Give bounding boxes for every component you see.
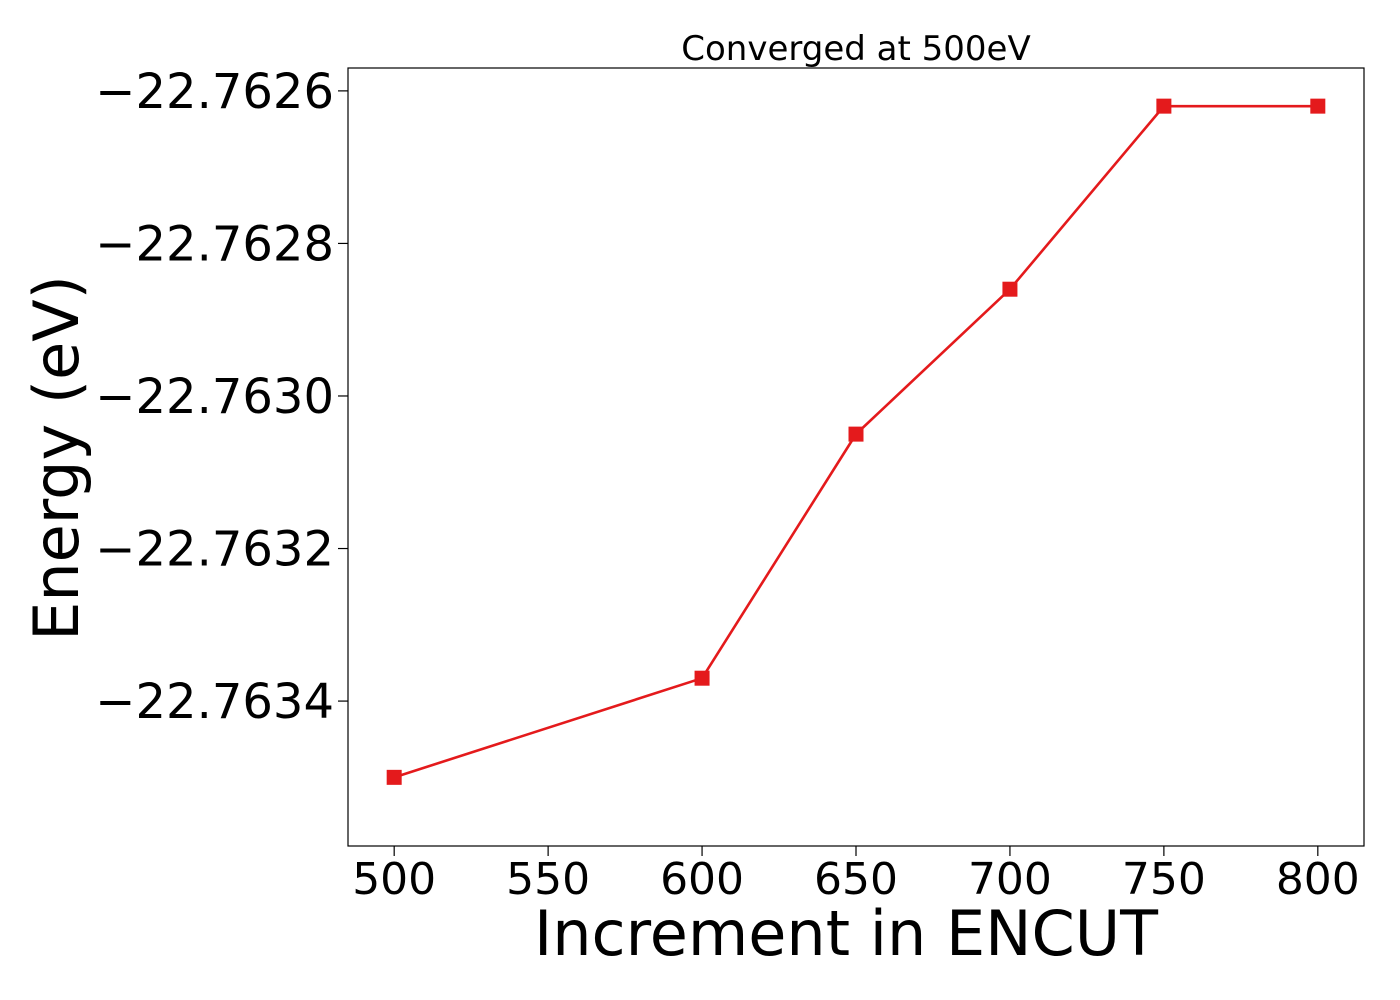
x-tick-label: 700 [968, 854, 1052, 905]
y-axis: −22.7634 −22.7632 −22.7630 −22.7628 −22.7626 [95, 64, 348, 730]
x-tick-label: 500 [352, 854, 436, 905]
x-tick-label: 650 [814, 854, 898, 905]
x-axis: 500 550 600 650 700 750 800 [352, 846, 1360, 905]
y-tick-label: −22.7628 [95, 216, 334, 272]
series-line [393, 104, 1318, 779]
y-tick-label: −22.7634 [95, 674, 334, 730]
x-tick-label: 550 [506, 854, 590, 905]
y-tick-label: −22.7626 [95, 64, 334, 120]
x-tick-label: 750 [1122, 854, 1206, 905]
data-point-marker [386, 769, 402, 785]
data-point-marker [694, 670, 710, 686]
data-point-marker [1310, 98, 1326, 114]
x-tick-label: 800 [1276, 854, 1360, 905]
chart-title: Converged at 500eV [681, 29, 1030, 69]
data-point-marker [1002, 281, 1018, 297]
y-tick-label: −22.7630 [95, 369, 334, 425]
y-tick-label: −22.7632 [95, 522, 334, 578]
data-point-marker [1156, 98, 1172, 114]
x-axis-label: Increment in ENCUT [534, 897, 1159, 970]
series-layer [386, 98, 1326, 785]
data-point-marker [848, 426, 864, 442]
x-tick-label: 600 [660, 854, 744, 905]
y-axis-label: Energy (eV) [20, 275, 93, 641]
plot-frame [347, 67, 1365, 847]
